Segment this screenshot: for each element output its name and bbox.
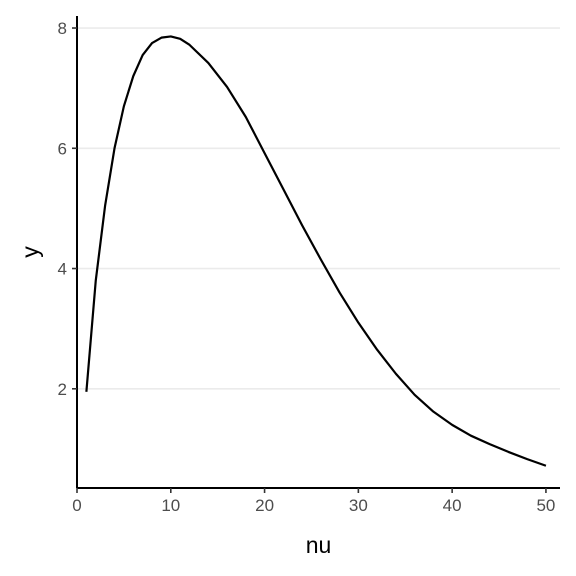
x-axis-title: nu <box>306 532 332 558</box>
y-tick-label: 8 <box>58 19 67 38</box>
y-tick-label: 4 <box>58 260 67 279</box>
x-tick-label: 0 <box>72 496 81 515</box>
data-line <box>85 35 547 467</box>
x-tick-label: 20 <box>255 496 274 515</box>
y-tick-label: 6 <box>58 139 67 158</box>
x-tick-label: 50 <box>536 496 555 515</box>
x-tick-label: 40 <box>443 496 462 515</box>
y-tick-label: 2 <box>58 380 67 399</box>
x-tick-label: 30 <box>349 496 368 515</box>
y-axis-ticks: 2 4 6 8 <box>58 19 77 399</box>
y-axis-title: y <box>17 246 43 258</box>
x-tick-label: 10 <box>161 496 180 515</box>
x-axis-ticks: 0 10 20 30 40 50 <box>72 488 555 515</box>
grid-lines <box>77 27 560 390</box>
